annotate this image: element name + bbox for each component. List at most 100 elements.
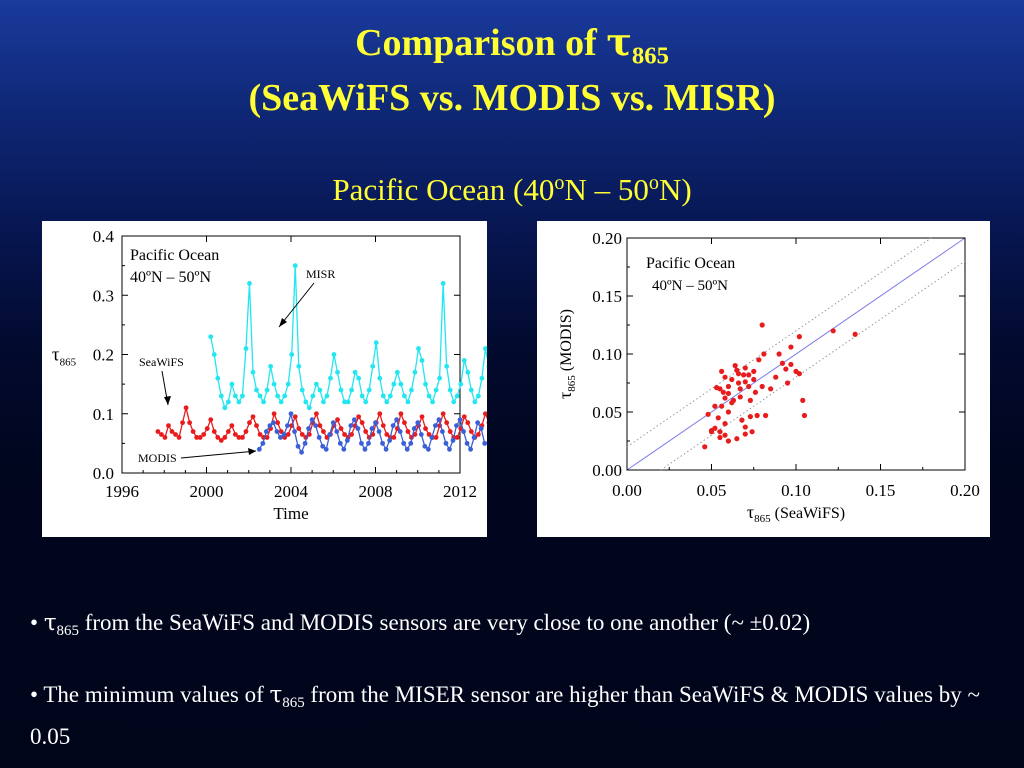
arrowhead-seawifs	[164, 396, 171, 405]
data-point	[722, 395, 728, 401]
data-point-modis	[267, 423, 273, 428]
tau-symbol: τ	[606, 19, 632, 64]
data-point	[719, 368, 725, 374]
data-point-misr	[232, 393, 238, 399]
data-point-modis	[334, 429, 340, 434]
slide-title-line2: (SeaWiFS vs. MODIS vs. MISR)	[248, 77, 776, 119]
x-tick-label: 0.10	[781, 481, 811, 500]
arrowhead-misr	[279, 318, 287, 327]
data-point-misr	[472, 399, 478, 405]
data-point-misr	[324, 393, 330, 399]
data-point-modis	[440, 429, 445, 434]
data-point-modis	[366, 440, 371, 446]
data-point-modis	[256, 446, 262, 452]
data-point-seawifs	[162, 435, 168, 440]
data-point-misr	[366, 387, 372, 393]
data-point-seawifs	[275, 420, 281, 426]
scatter-panel: 0.00 0.05 0.10 0.15 0.20 0.00 0.05 0.10 0.15 0.20…	[537, 221, 990, 537]
data-point-seawifs	[447, 429, 453, 434]
data-point-misr	[313, 381, 319, 387]
data-point-misr	[236, 399, 242, 405]
x-tick-label: 0.05	[697, 481, 727, 500]
data-point	[749, 429, 755, 435]
data-point-modis	[373, 420, 378, 426]
series-line-misr	[210, 265, 539, 410]
data-point-seawifs	[296, 426, 302, 431]
data-point-seawifs	[405, 429, 411, 434]
y-tick-label: 0.4	[93, 227, 115, 246]
data-point-modis	[306, 426, 312, 431]
tau-subscript: 865	[282, 695, 305, 712]
degree-mark: o	[648, 172, 659, 194]
data-point-seawifs	[292, 414, 298, 420]
data-point	[702, 444, 708, 450]
data-point-seawifs	[398, 411, 404, 417]
data-point-seawifs	[166, 423, 171, 428]
data-point	[759, 383, 765, 390]
data-point	[761, 351, 767, 357]
data-point-seawifs	[444, 420, 450, 426]
data-point-seawifs	[243, 429, 249, 434]
data-point-misr	[285, 381, 291, 387]
data-point-misr	[303, 399, 309, 405]
data-point-misr	[282, 393, 288, 399]
data-point-modis	[348, 423, 354, 428]
data-point-misr	[352, 369, 358, 375]
data-point-seawifs	[201, 432, 207, 437]
x-axis-label: Time	[273, 504, 308, 523]
data-point-misr	[215, 375, 221, 381]
subtitle-text: N)	[658, 172, 692, 208]
data-point-misr	[437, 375, 443, 381]
data-point-modis	[316, 435, 322, 440]
data-point	[722, 432, 728, 438]
data-point-misr	[349, 387, 354, 393]
data-point-modis	[278, 435, 283, 440]
y-axis-label: τ865	[52, 345, 77, 369]
data-point-misr	[240, 393, 245, 399]
data-point	[747, 397, 753, 403]
data-point	[722, 421, 728, 427]
x-tick-label: 0.00	[612, 481, 642, 500]
arrow-modis	[180, 450, 257, 459]
data-point-misr	[475, 393, 481, 399]
data-point-misr	[208, 334, 214, 340]
data-point	[725, 383, 731, 390]
data-point-modis	[408, 440, 414, 446]
data-point-modis	[344, 438, 350, 443]
data-point-misr	[387, 393, 393, 399]
data-point-seawifs	[335, 417, 340, 423]
data-point-misr	[363, 399, 369, 405]
data-point-misr	[345, 399, 351, 405]
data-point-seawifs	[349, 432, 354, 437]
data-point-misr	[458, 381, 464, 387]
data-point-modis	[341, 446, 347, 452]
data-point-modis	[383, 446, 389, 452]
data-point-modis	[468, 446, 474, 452]
data-point	[752, 389, 759, 395]
data-point-modis	[475, 420, 481, 426]
data-point-seawifs	[402, 420, 407, 426]
data-point-modis	[464, 440, 470, 446]
time-series-panel: 0.0 0.1 0.2 0.3 0.4 1996 2000 2004 2008 2012 Time τ…	[42, 221, 545, 537]
data-point-misr	[398, 381, 404, 387]
data-point-modis	[457, 417, 463, 423]
subtitle-text: N – 50	[564, 172, 649, 208]
data-point-seawifs	[180, 420, 185, 426]
data-point-modis	[450, 438, 456, 443]
data-point-misr	[461, 358, 467, 363]
data-point-misr	[356, 375, 362, 381]
annotation-latitude: 40ºN – 50ºN	[652, 278, 728, 294]
data-point-misr	[292, 263, 298, 269]
data-point-misr	[402, 393, 407, 399]
degree-mark: o	[554, 172, 565, 194]
data-point-modis	[394, 417, 400, 423]
data-point	[725, 390, 731, 397]
data-point-seawifs	[232, 432, 238, 437]
data-point	[712, 425, 718, 431]
data-point-misr	[289, 352, 295, 357]
data-point-misr	[331, 352, 337, 357]
data-point-modis	[288, 411, 294, 417]
data-point	[729, 376, 735, 383]
data-point-modis	[359, 440, 364, 446]
data-point-misr	[268, 363, 273, 369]
